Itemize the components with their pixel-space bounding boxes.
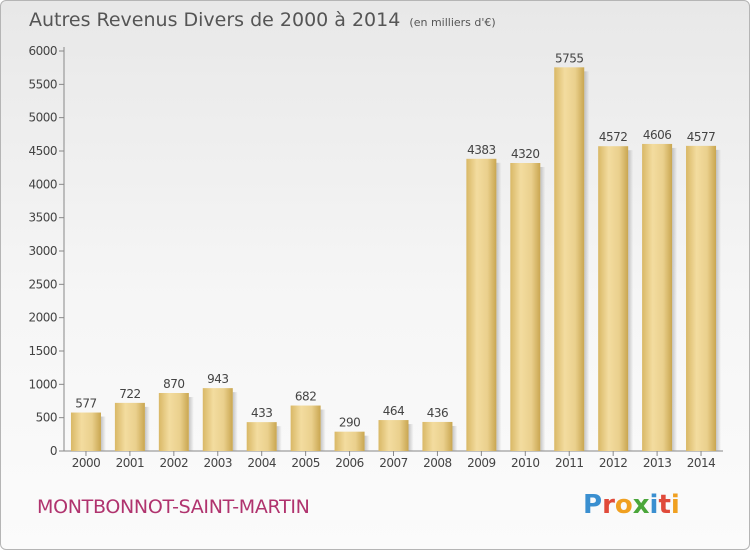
proxiti-logo: Proxiti bbox=[583, 490, 680, 520]
logo-letter: o bbox=[614, 490, 633, 520]
data-label: 4572 bbox=[599, 130, 628, 144]
data-label: 433 bbox=[251, 406, 272, 420]
y-tick-label: 6000 bbox=[28, 44, 57, 58]
bar-shadow bbox=[584, 71, 590, 451]
y-tick-label: 2500 bbox=[28, 277, 57, 291]
bar-shadow bbox=[320, 409, 326, 451]
bar-shadow bbox=[408, 424, 414, 451]
bar-shadow bbox=[232, 392, 238, 451]
bar-shadow bbox=[496, 162, 502, 452]
y-tick-label: 4500 bbox=[28, 144, 57, 158]
data-label: 5755 bbox=[555, 51, 584, 65]
bar-shadow bbox=[100, 416, 106, 451]
logo-letter: i bbox=[670, 490, 680, 520]
bar bbox=[290, 405, 321, 451]
data-label: 290 bbox=[339, 416, 360, 430]
x-tick-label: 2007 bbox=[379, 456, 408, 470]
y-tick-label: 4000 bbox=[28, 177, 57, 191]
data-label: 464 bbox=[383, 404, 404, 418]
y-tick-label: 1000 bbox=[28, 377, 57, 391]
chart-title: Autres Revenus Divers de 2000 à 2014 bbox=[29, 9, 401, 31]
x-tick-label: 2009 bbox=[467, 456, 496, 470]
bar-shadow bbox=[628, 150, 634, 451]
bar bbox=[642, 143, 673, 451]
x-tick-label: 2006 bbox=[335, 456, 364, 470]
data-label: 4606 bbox=[643, 128, 672, 142]
bar bbox=[466, 158, 497, 452]
x-tick-label: 2003 bbox=[203, 456, 232, 470]
x-tick-label: 2013 bbox=[643, 456, 672, 470]
bar-shadow bbox=[276, 426, 282, 451]
bar bbox=[510, 163, 541, 451]
x-tick-label: 2010 bbox=[511, 456, 540, 470]
data-label: 4577 bbox=[687, 130, 716, 144]
y-tick-label: 3500 bbox=[28, 211, 57, 225]
x-tick-label: 2000 bbox=[72, 456, 101, 470]
data-label: 436 bbox=[427, 406, 448, 420]
data-label: 722 bbox=[119, 387, 140, 401]
y-tick-label: 5500 bbox=[28, 77, 57, 91]
y-tick-label: 500 bbox=[36, 411, 57, 425]
bar-shadow bbox=[540, 167, 546, 451]
x-tick-label: 2012 bbox=[599, 456, 628, 470]
bar bbox=[202, 388, 233, 451]
x-tick-label: 2014 bbox=[687, 456, 716, 470]
bar bbox=[334, 431, 365, 451]
y-tick-label: 5000 bbox=[28, 111, 57, 125]
chart-subtitle: (en milliers d'€) bbox=[409, 16, 496, 29]
city-name: MONTBONNOT-SAINT-MARTIN bbox=[37, 496, 310, 518]
bar bbox=[422, 421, 453, 451]
x-tick-label: 2008 bbox=[423, 456, 452, 470]
bar bbox=[158, 393, 189, 451]
logo-letter: x bbox=[632, 490, 650, 520]
y-tick-label: 3000 bbox=[28, 244, 57, 258]
data-label: 870 bbox=[163, 377, 184, 391]
bar-shadow bbox=[452, 425, 458, 451]
x-tick-label: 2001 bbox=[116, 456, 145, 470]
bar-shadow bbox=[188, 397, 194, 451]
y-tick-label: 0 bbox=[50, 444, 57, 458]
bar-shadow bbox=[716, 149, 722, 451]
chart-title-block: Autres Revenus Divers de 2000 à 2014 (en… bbox=[29, 9, 496, 31]
data-label: 577 bbox=[75, 397, 96, 411]
x-tick-label: 2004 bbox=[247, 456, 276, 470]
y-tick-label: 1500 bbox=[28, 344, 57, 358]
bar bbox=[114, 402, 145, 451]
bar-shadow bbox=[144, 406, 150, 451]
x-tick-label: 2005 bbox=[291, 456, 320, 470]
logo-letter: t bbox=[658, 490, 671, 520]
bar bbox=[70, 412, 101, 451]
bar bbox=[246, 422, 277, 451]
data-label: 4383 bbox=[467, 143, 496, 157]
logo-letter: P bbox=[583, 490, 603, 520]
bar bbox=[598, 146, 629, 451]
data-label: 682 bbox=[295, 390, 316, 404]
bar bbox=[378, 420, 409, 451]
bar-shadow bbox=[364, 435, 370, 451]
data-label: 4320 bbox=[511, 147, 540, 161]
bar bbox=[686, 145, 717, 451]
logo-letter: r bbox=[602, 490, 615, 520]
data-label: 943 bbox=[207, 372, 228, 386]
bar-shadow bbox=[672, 147, 678, 451]
x-tick-label: 2011 bbox=[555, 456, 584, 470]
logo-letter: i bbox=[649, 490, 659, 520]
y-tick-label: 2000 bbox=[28, 311, 57, 325]
x-tick-label: 2002 bbox=[160, 456, 189, 470]
bar bbox=[554, 67, 585, 451]
